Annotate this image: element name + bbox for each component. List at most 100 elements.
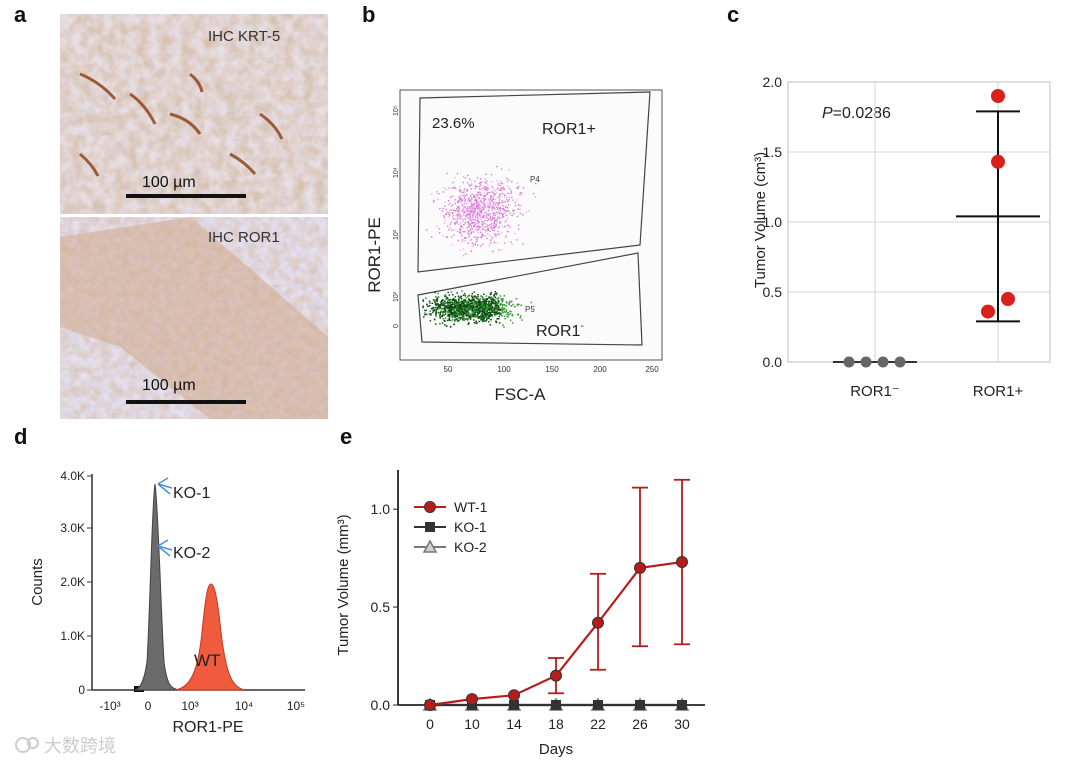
scatter-point xyxy=(467,216,469,218)
scatter-point xyxy=(463,212,465,214)
scatter-point xyxy=(478,221,480,223)
scatter-point xyxy=(455,303,457,305)
scatter-point xyxy=(459,296,462,298)
scatter-point xyxy=(462,220,464,223)
scatter-point xyxy=(504,221,506,223)
panel-letter-e: e xyxy=(340,424,353,449)
scatter-point xyxy=(503,242,506,244)
scatter-point xyxy=(444,324,446,326)
histogram-d: 0 1.0K 2.0K 3.0K 4.0K KO-1 KO-2 WT -10³ … xyxy=(30,469,305,736)
scatter-point xyxy=(503,304,505,306)
scale-label-top: 100 µm xyxy=(142,174,196,191)
scatter-point xyxy=(464,221,466,223)
scatter-point xyxy=(462,248,465,250)
scatter-point xyxy=(454,223,456,225)
scatter-point xyxy=(494,194,496,196)
scatter-point xyxy=(481,233,483,235)
scatter-point xyxy=(493,302,495,305)
scatter-point xyxy=(472,303,475,306)
scatter-point xyxy=(462,303,465,305)
scatter-point xyxy=(482,318,485,320)
scatter-point xyxy=(477,191,479,193)
scatter-point xyxy=(498,221,500,224)
scatter-point xyxy=(488,317,490,320)
scatter-point xyxy=(492,300,495,303)
scatter-point xyxy=(471,211,473,213)
scatter-point xyxy=(503,226,506,228)
flow-x-tick: 200 xyxy=(593,365,607,374)
scatter-point xyxy=(491,216,493,218)
scatter-point xyxy=(458,208,460,210)
scatter-point xyxy=(477,225,479,227)
scatter-point xyxy=(506,313,508,316)
scatter-point xyxy=(450,236,453,238)
scatter-point xyxy=(503,194,506,196)
scatter-point xyxy=(501,189,503,192)
scatter-point xyxy=(445,236,448,238)
scatter-point xyxy=(465,314,467,317)
scatter-point xyxy=(506,302,508,304)
scatter-point xyxy=(528,209,530,212)
scatter-point xyxy=(435,295,437,298)
scatter-point xyxy=(486,229,489,231)
scatter-point xyxy=(476,306,479,309)
scatter-point xyxy=(505,214,508,217)
scatter-point xyxy=(479,303,482,306)
flow-y-tick: 10⁵ xyxy=(393,105,400,116)
scatter-point xyxy=(460,307,462,309)
scatter-point xyxy=(502,186,504,188)
scatter-point xyxy=(447,300,449,303)
scatter-point xyxy=(464,300,466,302)
scatter-point xyxy=(467,242,469,244)
scatter-point xyxy=(481,210,483,212)
scatter-point xyxy=(499,222,501,224)
scatter-point xyxy=(501,315,503,317)
scatter-point xyxy=(477,311,479,314)
scatter-point xyxy=(434,307,437,309)
scatter-point xyxy=(483,313,485,315)
scatter-point xyxy=(487,192,489,194)
scatter-point xyxy=(450,309,452,312)
scatter-point xyxy=(479,299,481,302)
scatter-point xyxy=(498,201,500,203)
scatter-point xyxy=(519,317,522,319)
scatter-point xyxy=(444,205,446,207)
scatter-point xyxy=(495,202,497,204)
scatter-point xyxy=(488,244,491,247)
scatter-point xyxy=(494,302,496,305)
scatter-point xyxy=(485,223,488,225)
scatter-point xyxy=(511,214,513,216)
scatter-point xyxy=(458,200,460,202)
scatter-point xyxy=(450,291,453,293)
scatter-point xyxy=(496,213,499,215)
scatter-point xyxy=(461,314,463,316)
scatter-point xyxy=(478,228,480,230)
scatter-point xyxy=(442,307,444,310)
scatter-point xyxy=(482,306,485,309)
scatter-point xyxy=(486,187,488,189)
scatter-point xyxy=(463,312,465,315)
chart-c-point-neg xyxy=(877,356,889,368)
scatter-point xyxy=(498,315,500,318)
scatter-point xyxy=(490,198,492,201)
scatter-point xyxy=(512,210,514,213)
scatter-point xyxy=(475,215,477,217)
scatter-point xyxy=(477,316,479,319)
scatter-point xyxy=(489,191,491,194)
scatter-point xyxy=(452,215,454,218)
scatter-point xyxy=(439,208,441,210)
scatter-point xyxy=(516,303,519,306)
scatter-point xyxy=(457,302,459,304)
scatter-point xyxy=(481,220,483,223)
scatter-point xyxy=(481,235,483,238)
scatter-point xyxy=(507,192,509,194)
scatter-point xyxy=(509,300,511,303)
scatter-point xyxy=(496,309,498,311)
scatter-point xyxy=(471,302,473,305)
scatter-point xyxy=(484,303,486,305)
scatter-point xyxy=(471,299,474,301)
scatter-point xyxy=(487,214,489,217)
scatter-point xyxy=(469,239,472,241)
scatter-point xyxy=(466,313,468,315)
scatter-point xyxy=(422,306,424,309)
